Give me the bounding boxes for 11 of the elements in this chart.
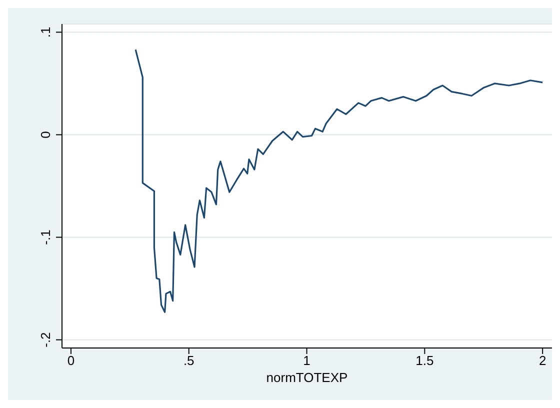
x-axis-title: normTOTEXP: [266, 370, 348, 385]
y-tick-label: 0: [38, 131, 53, 138]
line-series: [134, 48, 544, 313]
x-tick-label: 0: [67, 353, 75, 368]
y-tick-label: .1: [38, 26, 53, 38]
x-tick-label: 2: [538, 353, 546, 368]
x-tick-label: 1: [303, 353, 310, 368]
x-tick-label: 1.5: [416, 353, 434, 368]
y-tick-label: -.1: [38, 230, 53, 245]
y-tick-label: -.2: [38, 332, 53, 348]
x-tick-label: .5: [183, 353, 194, 368]
